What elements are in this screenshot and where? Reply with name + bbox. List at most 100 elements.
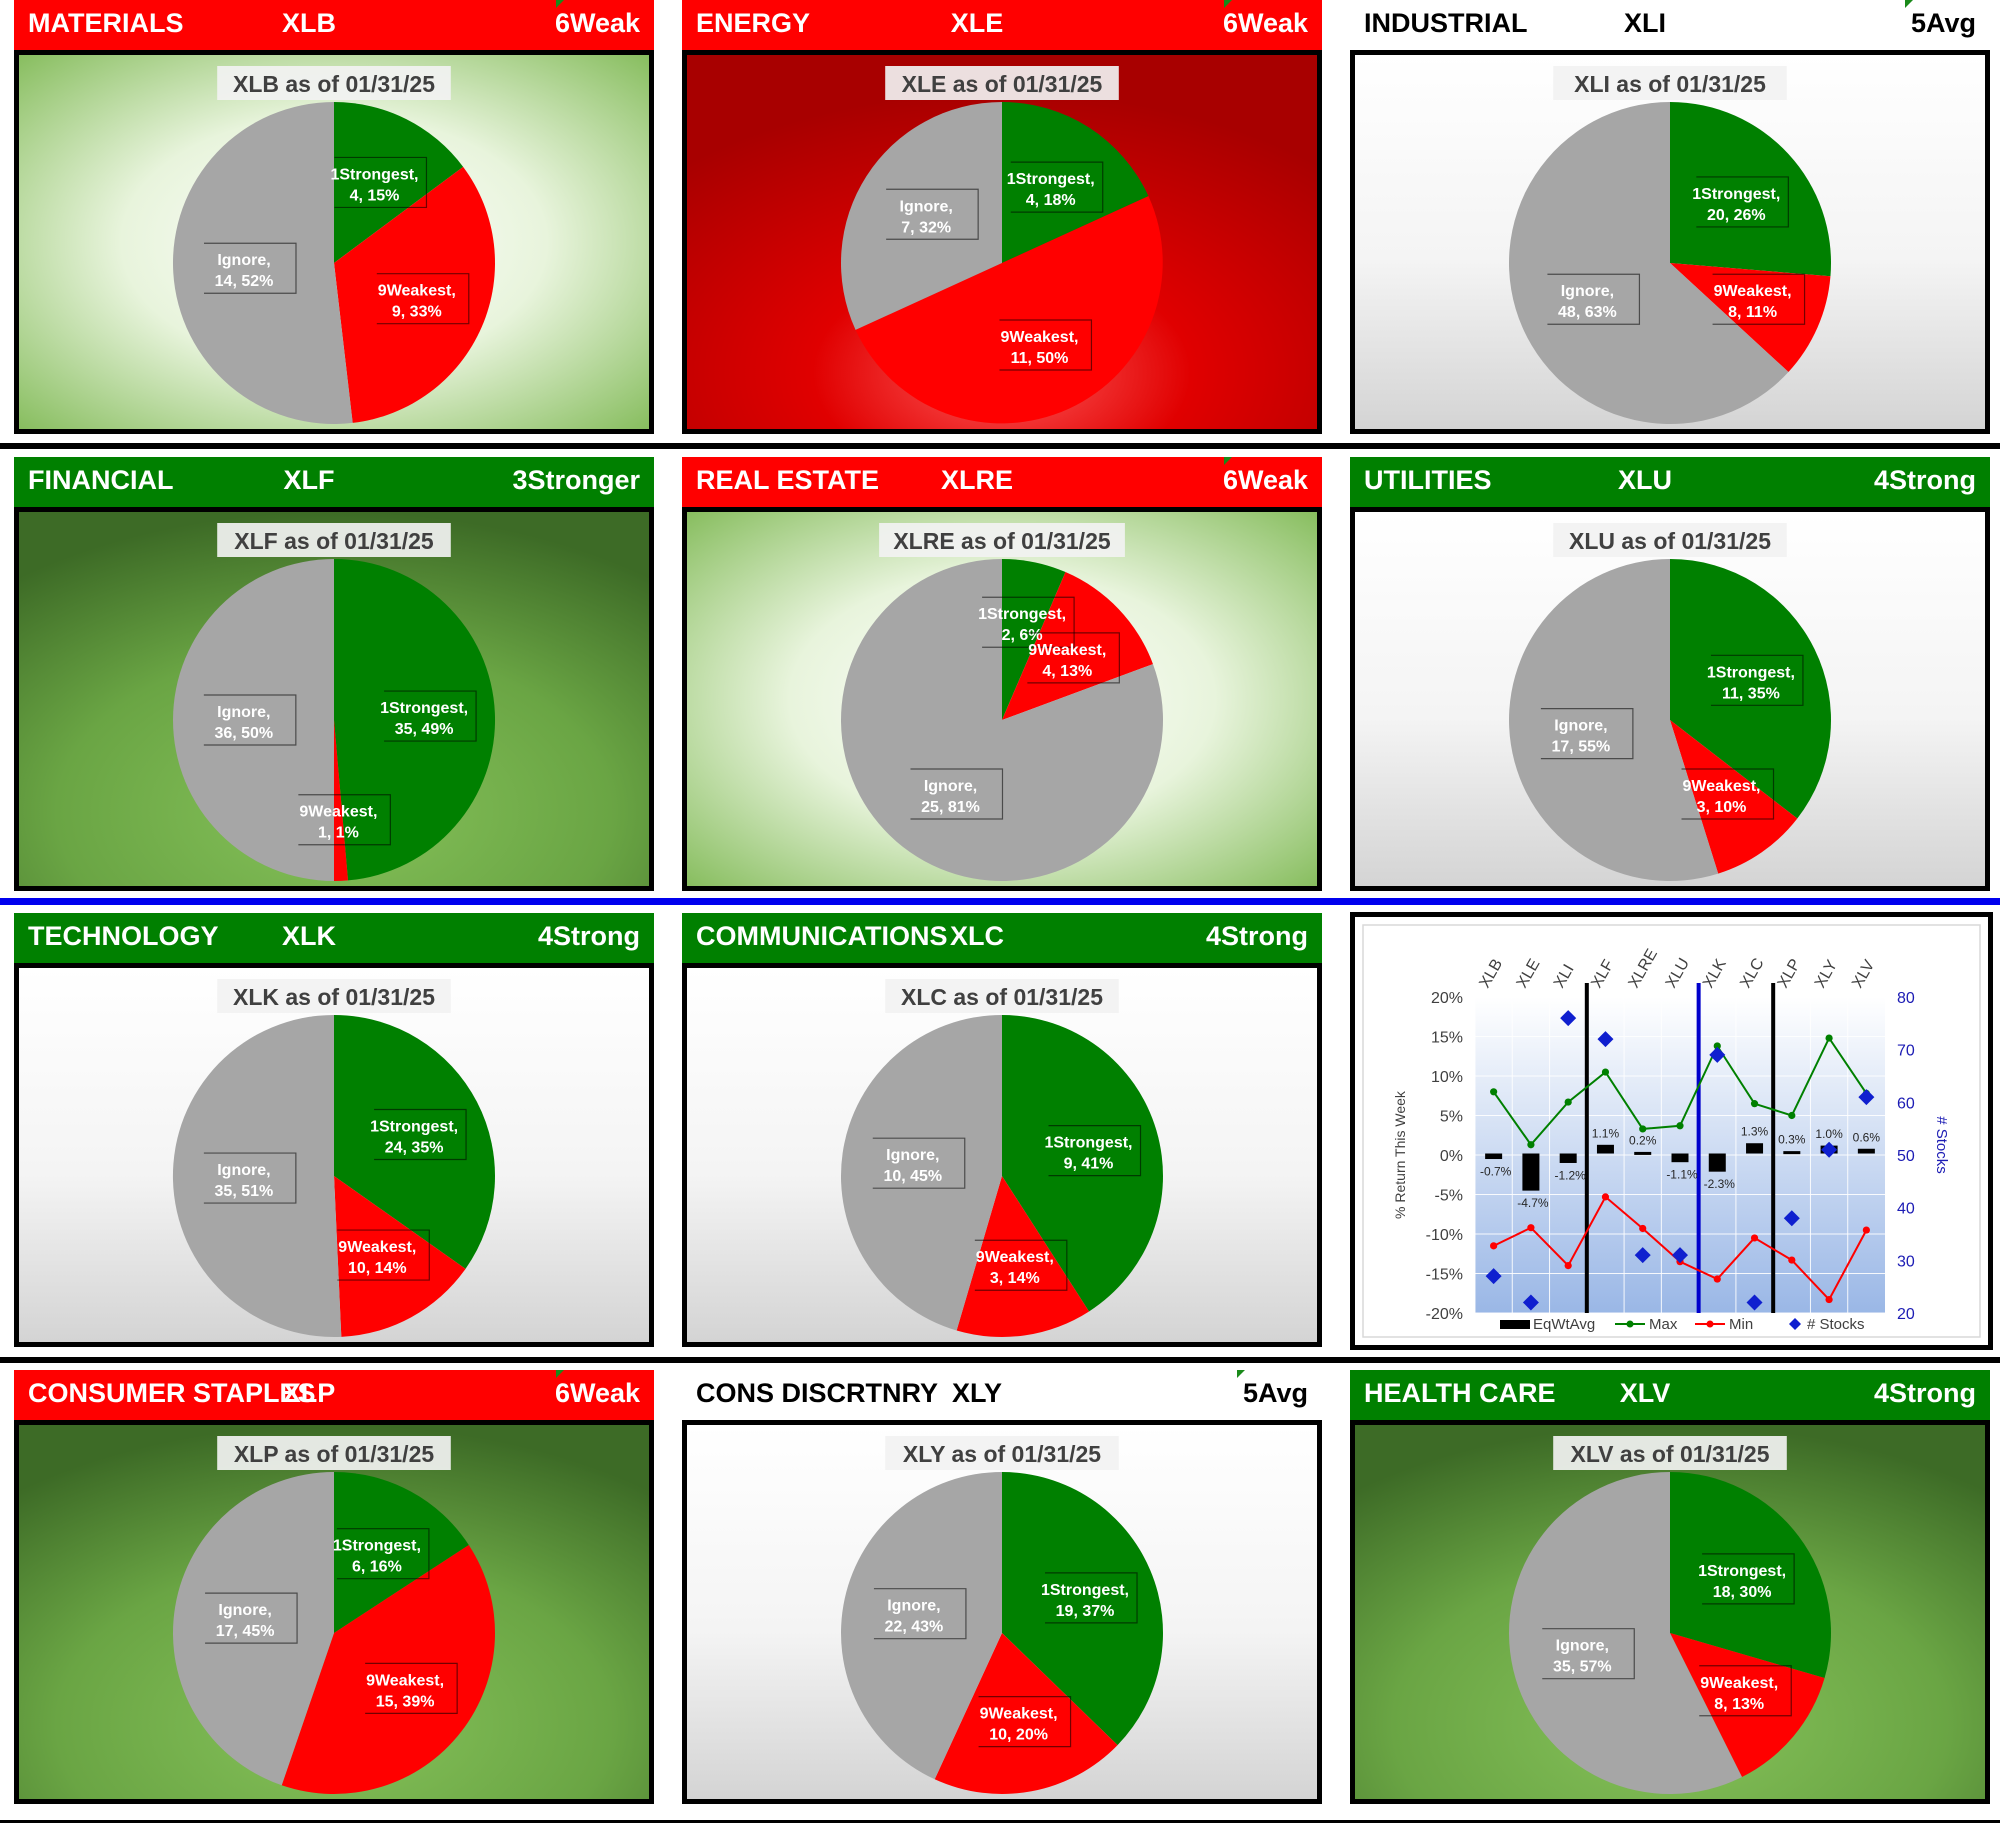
slice-label-name: Ignore,	[1556, 1638, 1609, 1655]
sector-ticker: XLU	[1618, 465, 1672, 495]
slice-label-value: 1, 1%	[318, 825, 359, 842]
marker-stocks	[1634, 1247, 1651, 1264]
slice-weakest	[934, 1633, 1118, 1794]
label-callout	[1027, 632, 1120, 684]
bar-data-label: -2.3%	[1704, 1177, 1736, 1191]
slice-label-name: Ignore,	[900, 198, 953, 215]
slice-ignore	[173, 559, 334, 881]
marker-min	[1713, 1275, 1721, 1283]
title-box	[879, 523, 1125, 557]
marker-min	[1527, 1224, 1535, 1232]
label-callout	[1712, 273, 1806, 325]
slice-label-name: 1Strongest,	[1698, 1563, 1786, 1580]
slice-ignore	[172, 1472, 334, 1786]
sector-ticker: XLP	[282, 1378, 336, 1408]
pie-chart: XLB as of 01/31/25 1Strongest, 4, 15% 9Weak…	[19, 55, 649, 429]
pie-chart-panel: XLK as of 01/31/25 1Strongest, 24, 35% 9Wea…	[14, 963, 654, 1347]
y2-tick-label: 30	[1897, 1253, 1915, 1270]
comment-marker	[1905, 0, 1913, 8]
pie-chart-panel: XLY as of 01/31/25 1Strongest, 19, 37% 9Wea…	[682, 1420, 1322, 1804]
legend-label-stocks: # Stocks	[1807, 1316, 1865, 1333]
sector-name: HEALTH CARE	[1364, 1378, 1556, 1408]
slice-weakest	[855, 196, 1163, 424]
slice-label-name: 9Weakest,	[378, 283, 456, 300]
sector-name: REAL ESTATE	[696, 465, 880, 495]
comment-marker	[556, 0, 564, 8]
slice-label-value: 10, 14%	[348, 1260, 407, 1277]
slice-label-value: 4, 18%	[1026, 192, 1076, 209]
sector-ticker: XLE	[950, 8, 1004, 38]
title-box	[1553, 66, 1787, 100]
bar-data-label: 0.6%	[1853, 1130, 1881, 1144]
label-callout	[886, 188, 979, 240]
slice-label-value: 11, 35%	[1722, 685, 1780, 702]
sector-header: MATERIALS XLB 6Weak	[14, 0, 654, 50]
sector-ticker: XLY	[951, 1378, 1003, 1408]
sector-rating: 5Avg	[1910, 8, 1976, 38]
pie-chart-panel: XLB as of 01/31/25 1Strongest, 4, 15% 9Weak…	[14, 50, 654, 434]
marker-stocks	[1485, 1268, 1502, 1285]
sector-rating: 4Strong	[1873, 1378, 1976, 1408]
slice-label-name: Ignore,	[218, 1602, 271, 1619]
bar-eqwtavg	[1522, 1153, 1540, 1191]
label-callout	[203, 1152, 297, 1204]
bar-eqwtavg	[1708, 1153, 1726, 1172]
slice-label-value: 48, 63%	[1558, 304, 1617, 321]
marker-stocks	[1821, 1141, 1838, 1158]
sector-header: UTILITIES XLU 4Strong	[1350, 457, 1990, 507]
slice-label-value: 2, 6%	[1002, 627, 1043, 644]
sector-rating: 4Strong	[1873, 465, 1976, 495]
label-callout	[1681, 768, 1775, 820]
slice-label-name: 1Strongest,	[1707, 664, 1795, 681]
label-callout	[1710, 654, 1804, 706]
sector-rating: 3Stronger	[512, 465, 640, 495]
y-tick-label: 0%	[1440, 1148, 1463, 1165]
y-tick-label: 20%	[1431, 990, 1463, 1007]
pie-chart: XLV as of 01/31/25 1Strongest, 18, 30% 9Wea…	[1355, 1425, 1985, 1799]
sector-header: TECHNOLOGY XLK 4Strong	[14, 913, 654, 963]
slice-label-value: 8, 13%	[1714, 1696, 1764, 1713]
slice-strongest	[1002, 102, 1149, 263]
marker-max	[1750, 1100, 1759, 1108]
sector-rating: 5Avg	[1242, 1378, 1308, 1408]
pie-chart: XLK as of 01/31/25 1Strongest, 24, 35% 9Wea…	[19, 968, 649, 1342]
label-callout	[336, 1528, 430, 1580]
marker-max	[1601, 1068, 1610, 1076]
slice-label-value: 25, 81%	[921, 799, 980, 816]
sector-rating: 4Strong	[1205, 921, 1308, 951]
label-callout	[376, 273, 470, 325]
slice-weakest	[956, 1176, 1090, 1338]
marker-max	[1490, 1088, 1498, 1096]
slice-weakest	[334, 166, 495, 423]
y2-axis-title: # Stocks	[1933, 1116, 1950, 1174]
y2-tick-label: 80	[1897, 990, 1915, 1007]
slice-label-value: 15, 39%	[376, 1693, 435, 1710]
pie-chart: XLU as of 01/31/25 1Strongest, 11, 35% 9Wea…	[1355, 512, 1985, 886]
label-callout	[1699, 1665, 1792, 1717]
slice-label-name: Ignore,	[1554, 718, 1607, 735]
slice-label-name: Ignore,	[217, 252, 270, 269]
slice-label-name: 9Weakest,	[1714, 283, 1792, 300]
pie-chart-panel: XLRE as of 01/31/25 1Strongest, 2, 6% 9Weak…	[682, 507, 1322, 891]
marker-max	[1788, 1111, 1796, 1120]
label-callout	[974, 1239, 1068, 1291]
bar-data-label: 0.2%	[1629, 1133, 1657, 1147]
label-callout	[384, 690, 477, 742]
slice-label-name: Ignore,	[217, 704, 270, 721]
slice-label-value: 7, 32%	[901, 219, 951, 236]
slice-label-value: 6, 16%	[352, 1559, 402, 1576]
chart-title: XLP as of 01/31/25	[234, 1441, 435, 1467]
sector-header: COMMUNICATIONS XLC 4Strong	[682, 913, 1322, 963]
label-callout	[205, 1592, 298, 1644]
slice-label-value: 4, 13%	[1042, 663, 1092, 680]
comment-marker	[556, 1370, 564, 1378]
slice-strongest	[1670, 102, 1832, 277]
slice-weakest	[334, 1176, 466, 1337]
sector-header: CONSUMER STAPLES XLP 6Weak	[14, 1370, 654, 1420]
slice-label-name: 9Weakest,	[1028, 642, 1106, 659]
slice-label-name: 1Strongest,	[330, 166, 418, 183]
chart-title: XLF as of 01/31/25	[234, 528, 434, 554]
y-tick-label: -20%	[1426, 1306, 1463, 1323]
slice-label-value: 10, 45%	[883, 1168, 942, 1185]
sector-ticker: XLB	[282, 8, 336, 38]
